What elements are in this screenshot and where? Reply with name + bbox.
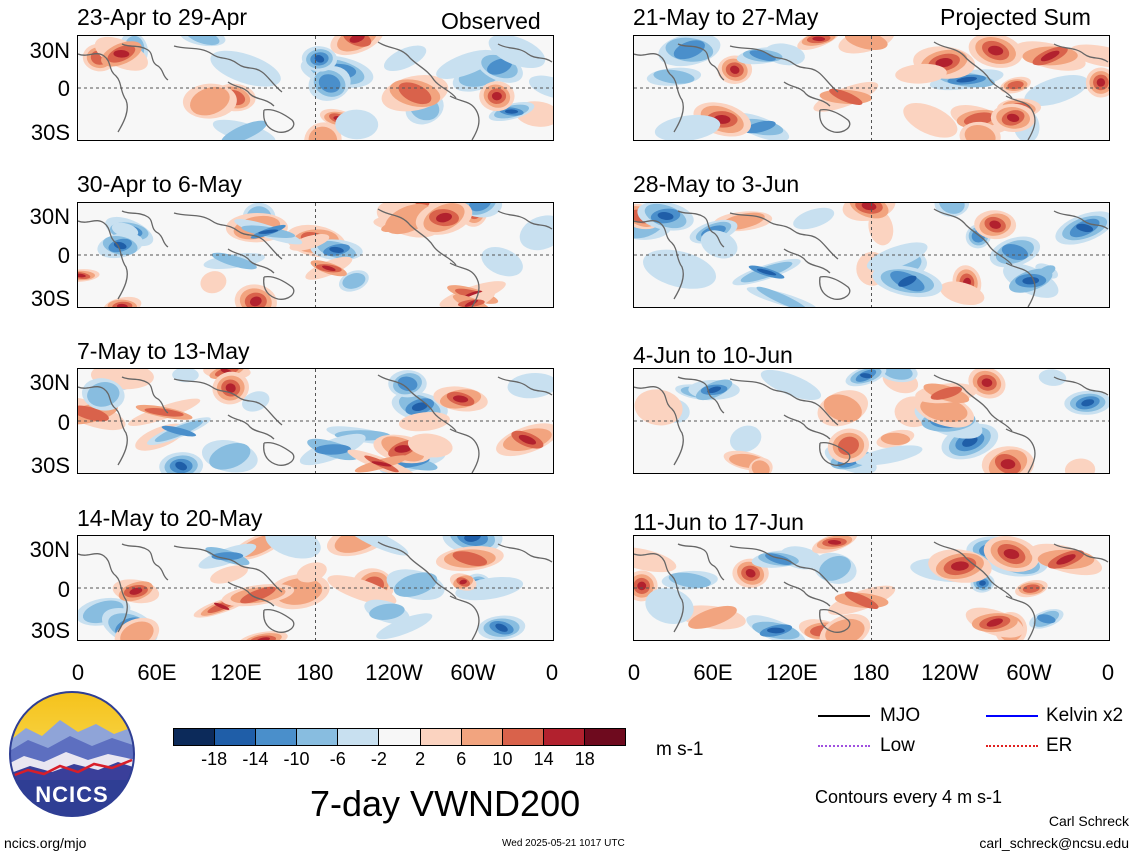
lat-label-30s-2: 30S [30, 286, 70, 311]
lat-label-eq-1: 0 [57, 76, 70, 101]
panel-title-right-3: 4-Jun to 10-Jun [633, 342, 793, 368]
footer-author: Carl Schreck [1048, 813, 1129, 829]
lat-label-30s-1: 30S [30, 120, 70, 145]
lon-label-right-60e: 60E [693, 660, 733, 685]
legend-label-kelvin: Kelvin x2 [1046, 705, 1124, 726]
panel-title-left-1: 23-Apr to 29-Apr [77, 4, 248, 30]
footer-email[interactable]: carl_schreck@ncsu.edu [979, 835, 1129, 851]
legend-label-low: Low [880, 735, 915, 756]
map-panel-right-4 [633, 535, 1110, 641]
footer-site-link[interactable]: ncics.org/mjo [4, 835, 87, 851]
lon-label-left-60e: 60E [137, 660, 177, 685]
colorbar-segment [461, 729, 503, 745]
colorbar-tick-label: 2 [415, 749, 426, 769]
legend-label-er: ER [1046, 735, 1073, 756]
panel-title-right-1: 21-May to 27-May [633, 4, 819, 30]
lon-label-left-120e: 120E [210, 660, 262, 685]
lon-label-left-0: 0 [71, 660, 85, 685]
colorbar-segment [584, 729, 626, 745]
map-panel-right-2 [633, 202, 1110, 308]
colorbar-tick-label: -6 [329, 749, 346, 769]
ncics-logo-text: NCICS [35, 782, 109, 807]
lat-label-eq-2: 0 [57, 243, 70, 268]
legend-line-low [818, 745, 870, 747]
colorbar-tick-label: 14 [533, 749, 554, 769]
colorbar-tick-label: -10 [283, 749, 310, 769]
legend-line-mjo [818, 715, 870, 717]
lon-label-left-120w: 120W [365, 660, 423, 685]
lon-label-right-120w: 120W [921, 660, 979, 685]
lon-label-left-180: 180 [296, 660, 334, 685]
colorbar-tick-label: -18 [201, 749, 228, 769]
map-panel-right-3 [633, 368, 1110, 474]
map-panel-left-2 [77, 202, 554, 308]
panel-title-right-4: 11-Jun to 17-Jun [633, 509, 804, 535]
main-title: 7-day VWND200 [310, 783, 581, 824]
lat-label-eq-4: 0 [57, 577, 70, 602]
lon-label-left-60w: 60W [450, 660, 496, 685]
map-panel-left-3 [77, 368, 554, 474]
observed-header: Observed [441, 8, 541, 34]
ncics-logo[interactable]: NCICS [8, 690, 136, 818]
lon-label-right-60w: 60W [1006, 660, 1052, 685]
panel-title-left-3: 7-May to 13-May [77, 338, 250, 364]
contour-note: Contours every 4 m s-1 [815, 787, 1003, 807]
legend-line-kelvin [986, 715, 1038, 717]
lon-label-right-0e: 0 [1101, 660, 1115, 685]
ncics-logo-graphic [9, 691, 135, 817]
lat-label-eq-3: 0 [57, 410, 70, 435]
panel-title-right-2: 28-May to 3-Jun [633, 171, 800, 197]
colorbar-segment [338, 729, 380, 745]
panel-title-left-2: 30-Apr to 6-May [77, 171, 242, 197]
lat-label-30n-3: 30N [29, 370, 70, 395]
map-panel-left-4 [77, 535, 554, 641]
colorbar-segment [174, 729, 216, 745]
colorbar-tick-label: -14 [242, 749, 269, 769]
colorbar-segment [297, 729, 339, 745]
colorbar-segment [543, 729, 585, 745]
colorbar-tick-label: -2 [370, 749, 387, 769]
projected-header: Projected Sum [940, 4, 1091, 30]
colorbar-segment [215, 729, 257, 745]
lat-label-30s-3: 30S [30, 453, 70, 478]
colorbar [173, 728, 626, 746]
colorbar-segment [502, 729, 544, 745]
lat-label-30s-4: 30S [30, 618, 70, 643]
colorbar-segment [420, 729, 462, 745]
map-panel-right-1 [633, 35, 1110, 141]
lat-label-30n-1: 30N [29, 38, 70, 63]
legend-line-er [986, 745, 1038, 747]
colorbar-segment [379, 729, 421, 745]
lon-label-right-0: 0 [627, 660, 641, 685]
lon-label-right-180: 180 [852, 660, 890, 685]
lat-label-30n-4: 30N [29, 537, 70, 562]
colorbar-tick-label: 6 [456, 749, 467, 769]
lat-label-30n-2: 30N [29, 204, 70, 229]
colorbar-units: m s-1 [656, 739, 704, 760]
colorbar-segment [256, 729, 298, 745]
map-panel-left-1 [77, 35, 554, 141]
lon-label-right-120e: 120E [766, 660, 818, 685]
footer-timestamp: Wed 2025-05-21 1017 UTC [502, 838, 625, 849]
legend-label-mjo: MJO [880, 705, 921, 726]
colorbar-tick-label: 10 [492, 749, 513, 769]
colorbar-tick-label: 18 [574, 749, 595, 769]
panel-title-left-4: 14-May to 20-May [77, 505, 263, 531]
lon-label-left-0e: 0 [545, 660, 559, 685]
